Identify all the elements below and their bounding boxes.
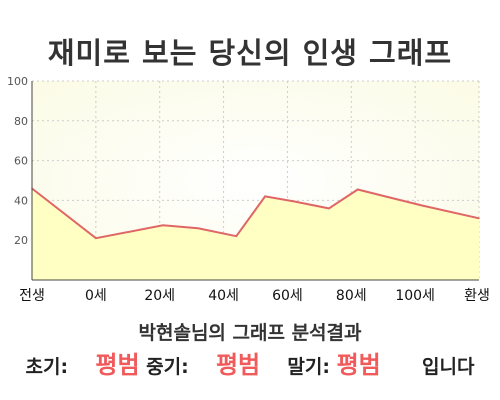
data-point (197, 227, 199, 230)
data-point (264, 195, 266, 198)
data-point (95, 237, 97, 239)
y-tick-label: 60 (14, 155, 28, 168)
data-point (162, 224, 164, 227)
data-point (478, 217, 480, 220)
early-label: 초기: (25, 356, 69, 378)
data-point (328, 207, 330, 210)
data-point (235, 235, 238, 237)
data-point (356, 188, 359, 191)
data-point (293, 200, 295, 203)
x-tick-label: 40세 (208, 288, 239, 304)
result-summary: 초기: 평범 중기: 평범 말기: 평범 입니다 (0, 345, 500, 380)
data-point (420, 204, 423, 207)
x-tick-label: 환생 (464, 288, 490, 304)
x-tick-label: 20세 (144, 288, 175, 304)
page-title: 재미로 보는 당신의 인생 그래프 (47, 36, 453, 70)
result-heading: 박현솔님의 그래프 분석결과 (138, 322, 362, 344)
early-value: 평범 (95, 351, 140, 379)
mid-value: 평범 (215, 351, 261, 379)
y-tick-label: 20 (14, 234, 28, 247)
late-value: 평범 (336, 351, 381, 379)
mid-label: 중기: (146, 356, 189, 378)
x-tick-label: 60세 (272, 288, 303, 304)
late-label: 말기: (287, 356, 330, 378)
x-tick-label: 100세 (395, 288, 435, 304)
x-tick-label: 0세 (85, 288, 107, 304)
y-tick-label: 100 (7, 75, 28, 88)
y-tick-label: 80 (14, 115, 28, 128)
x-tick-label: 80세 (336, 288, 367, 304)
x-tick-label: 전생 (19, 288, 45, 304)
result-suffix: 입니다 (422, 356, 475, 378)
y-tick-label: 40 (14, 194, 28, 207)
area-fill (32, 188, 479, 280)
